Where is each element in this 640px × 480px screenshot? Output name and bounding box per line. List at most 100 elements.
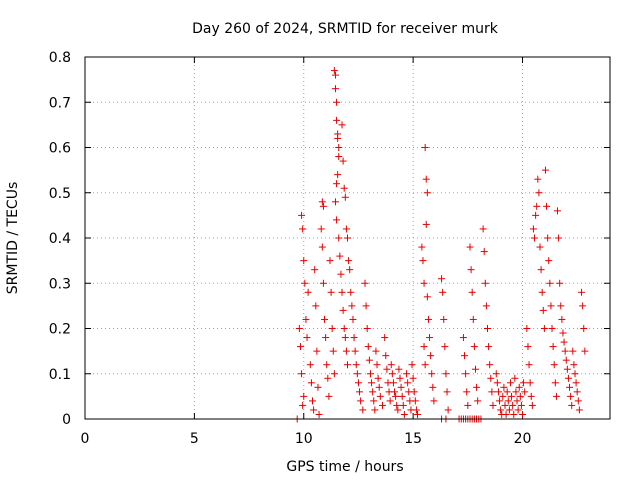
data-point [427, 352, 435, 360]
data-point [342, 347, 350, 355]
data-point [333, 98, 341, 106]
data-point [357, 397, 365, 405]
data-point [474, 397, 482, 405]
data-point [473, 383, 481, 391]
data-point [535, 189, 543, 197]
data-point [363, 325, 371, 332]
data-point [411, 397, 419, 405]
data-point [487, 374, 495, 382]
data-point [531, 234, 539, 242]
data-point [549, 343, 557, 351]
data-point [349, 315, 357, 323]
data-point [333, 116, 341, 124]
data-point [342, 225, 350, 233]
data-point [295, 325, 303, 332]
data-point [348, 302, 356, 310]
data-point [492, 370, 500, 378]
data-points [293, 67, 589, 423]
data-point [547, 302, 555, 310]
data-point [561, 347, 569, 355]
data-point [321, 315, 329, 323]
data-point [330, 67, 338, 75]
data-point [361, 279, 369, 287]
data-point [325, 392, 333, 400]
data-point [359, 406, 367, 414]
data-point [499, 392, 507, 400]
data-point [391, 388, 399, 396]
data-point [336, 252, 344, 260]
data-point [353, 370, 361, 378]
data-point [383, 365, 391, 373]
data-point [442, 370, 450, 378]
data-point [370, 397, 378, 405]
data-point [506, 379, 514, 387]
data-point [534, 175, 542, 183]
data-point [326, 257, 334, 265]
y-tick-label: 0.8 [49, 50, 71, 66]
data-point [468, 288, 476, 296]
data-point [509, 401, 517, 409]
data-point [330, 370, 338, 378]
data-point [557, 302, 565, 310]
data-point [324, 374, 332, 382]
data-point [335, 153, 343, 161]
data-point [461, 352, 469, 360]
data-point [496, 397, 504, 405]
data-point [312, 302, 320, 310]
data-point [299, 401, 307, 409]
data-point [573, 388, 581, 396]
data-point [394, 406, 402, 414]
data-point [519, 410, 526, 418]
data-point [439, 288, 447, 296]
data-point [489, 401, 497, 409]
data-point [372, 347, 380, 355]
data-point [426, 334, 434, 342]
data-point [341, 193, 349, 201]
data-point [335, 144, 343, 151]
x-tick-label: 10 [295, 431, 313, 447]
data-point [420, 343, 428, 351]
data-point [567, 392, 575, 400]
data-point [558, 315, 566, 323]
data-point [572, 379, 580, 387]
data-point [541, 166, 549, 174]
data-point [548, 325, 556, 332]
data-point [470, 343, 478, 351]
data-point [318, 243, 326, 251]
data-point [480, 248, 488, 256]
data-point [365, 356, 373, 364]
data-point [333, 180, 341, 188]
data-point [484, 325, 491, 332]
data-point [329, 347, 337, 355]
x-tick-label: 0 [81, 431, 90, 447]
data-point [544, 234, 552, 242]
data-point [543, 202, 551, 210]
data-point [331, 198, 339, 206]
data-point [469, 315, 477, 323]
y-tick-label: 0.5 [49, 186, 71, 202]
y-axis-label: SRMTID / TECUs [5, 182, 21, 295]
data-point [421, 361, 429, 369]
data-point [481, 279, 489, 287]
data-point [423, 189, 431, 197]
data-point [300, 257, 308, 265]
data-point [387, 361, 395, 369]
data-point [532, 211, 540, 219]
x-tick-label: 5 [190, 431, 199, 447]
data-point [337, 270, 345, 278]
data-point [500, 383, 508, 391]
data-point [440, 315, 448, 323]
data-point [338, 121, 346, 129]
data-point [501, 401, 509, 409]
data-point [302, 315, 310, 323]
data-point [486, 361, 494, 369]
data-point [366, 370, 374, 378]
data-point [443, 388, 451, 396]
data-point [555, 234, 563, 242]
data-point [516, 392, 524, 400]
data-point [396, 374, 404, 382]
data-point [574, 397, 582, 405]
data-point [376, 392, 384, 400]
data-point [335, 234, 343, 242]
